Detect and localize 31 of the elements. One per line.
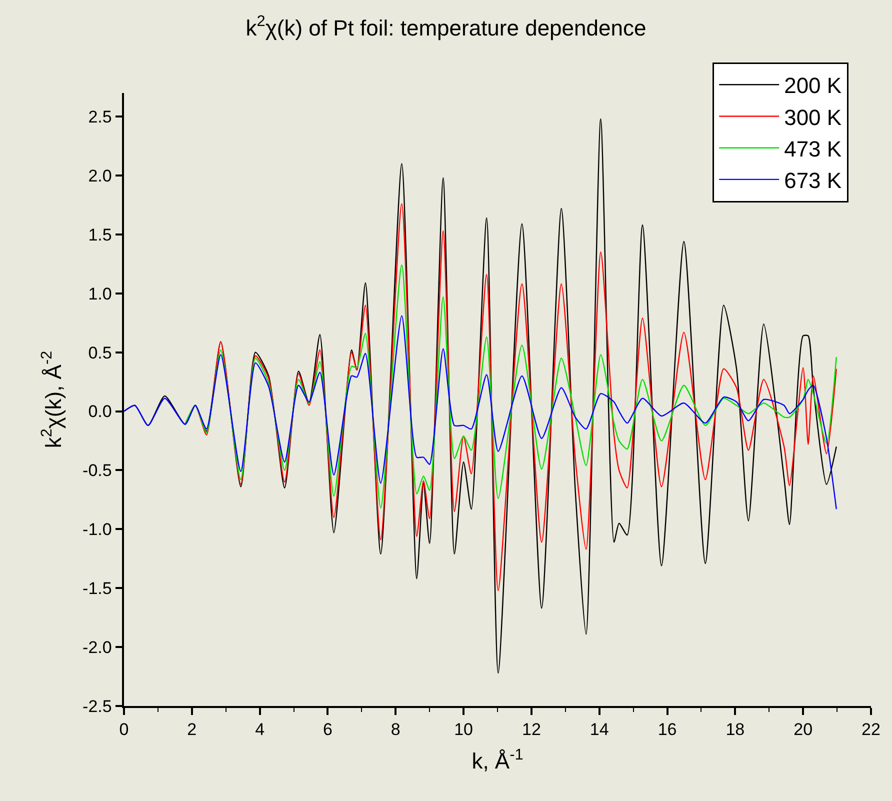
y-tick-label: 2.0 [88, 166, 112, 186]
y-tick-label: 2.5 [88, 108, 112, 127]
legend-label: 200 K [784, 73, 842, 98]
x-tick-label: 4 [255, 720, 265, 740]
y-tick-label: 0.0 [88, 402, 112, 422]
x-tick-label: 20 [794, 720, 813, 740]
legend-label: 300 K [784, 104, 842, 130]
y-tick-label: -1.5 [82, 579, 112, 598]
y-tick-label: 1.5 [88, 225, 112, 244]
y-tick-label: -1.0 [82, 520, 112, 540]
legend-label: 473 K [784, 136, 842, 162]
legend-label: 673 K [784, 168, 842, 194]
x-tick-label: 18 [726, 720, 745, 740]
x-tick-label: 8 [390, 720, 400, 740]
y-tick-label: -2.0 [82, 638, 112, 658]
x-tick-label: 6 [322, 720, 332, 740]
y-tick-label: -2.5 [82, 696, 112, 716]
y-tick-label: 1.0 [88, 284, 112, 304]
x-tick-label: 2 [187, 720, 197, 740]
line-series [184, 264, 837, 509]
x-axis-title: k, Å$^{-1}$ [472, 746, 524, 774]
chart-title: k$^{2}$χ(k) of Pt foil: temperature dependence [246, 13, 646, 40]
x-tick-label: 22 [862, 720, 880, 740]
x-tick-label: 12 [522, 720, 541, 740]
x-tick-label: 10 [454, 720, 474, 740]
y-tick-label: -0.5 [82, 461, 112, 480]
x-tick-label: 0 [119, 720, 129, 740]
x-tick-label: 14 [590, 720, 609, 740]
x-tick-label: 16 [658, 720, 677, 740]
y-tick-label: 0.5 [88, 343, 112, 362]
line-series [124, 315, 837, 510]
